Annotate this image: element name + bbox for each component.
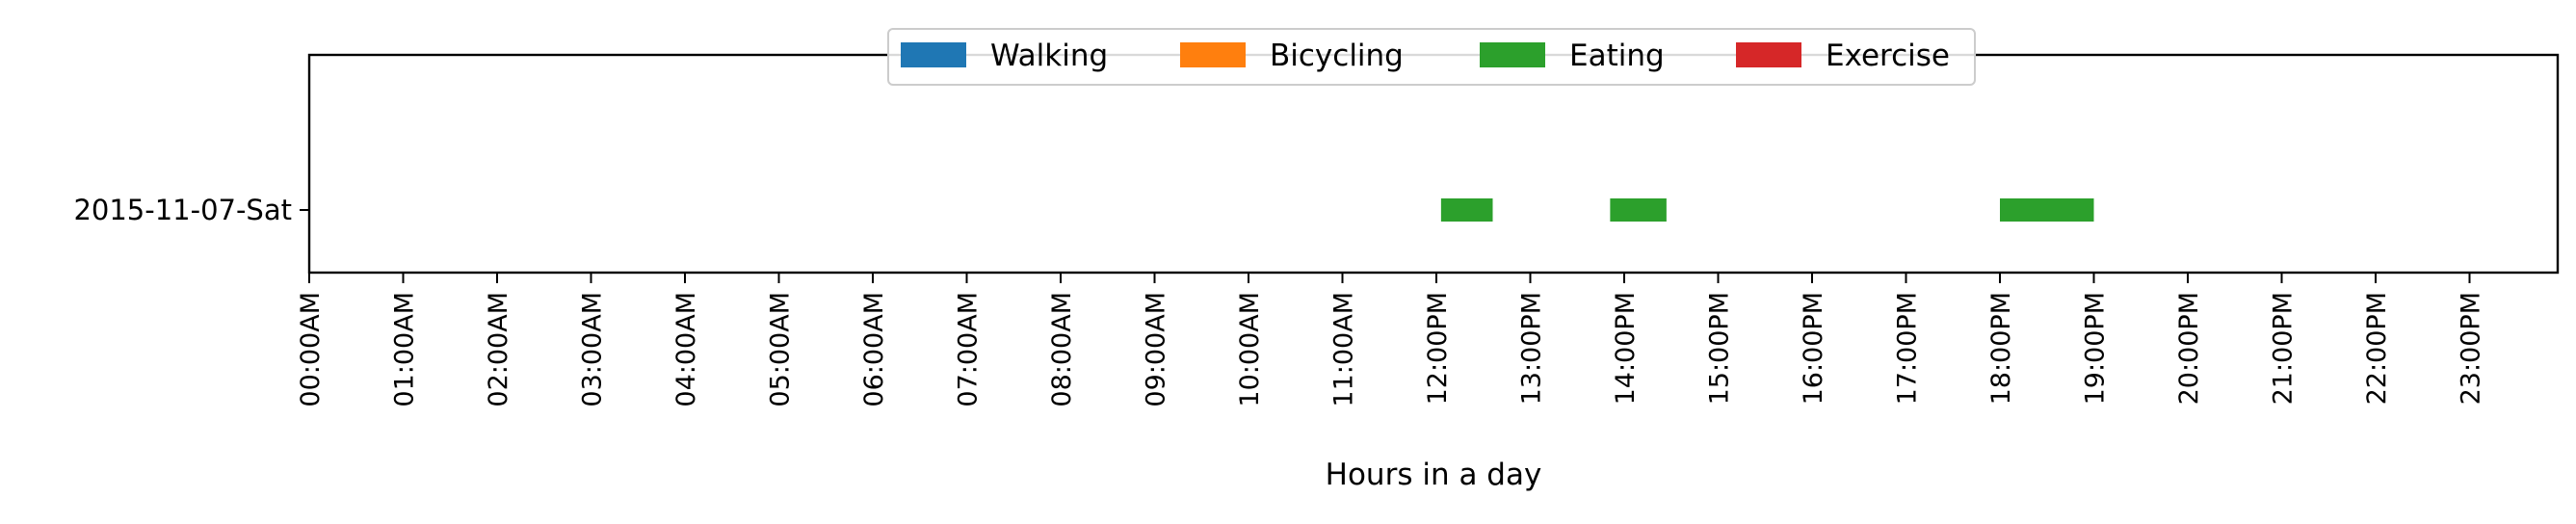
x-tick-label: 10:00AM <box>1235 292 1265 407</box>
legend-swatch-walking <box>901 42 966 67</box>
x-tick-label: 18:00PM <box>1986 292 2016 405</box>
legend-swatch-exercise <box>1736 42 1801 67</box>
bar-eating-1 <box>1610 198 1667 222</box>
x-tick-label: 15:00PM <box>1705 292 1735 405</box>
x-tick-label: 16:00PM <box>1799 292 1828 405</box>
x-tick-label: 11:00AM <box>1329 292 1359 407</box>
x-tick-label: 00:00AM <box>296 292 326 407</box>
y-axis: 2015-11-07-Sat <box>73 194 309 226</box>
y-tick-label: 2015-11-07-Sat <box>73 194 292 226</box>
x-tick-label: 19:00PM <box>2081 292 2111 405</box>
bar-eating-0 <box>1440 198 1493 222</box>
bar-eating-2 <box>2000 198 2094 222</box>
legend-label-walking: Walking <box>990 39 1108 73</box>
legend-swatch-eating <box>1480 42 1545 67</box>
x-tick-label: 05:00AM <box>766 292 796 407</box>
x-tick-label: 02:00AM <box>484 292 513 407</box>
x-tick-label: 22:00PM <box>2362 292 2392 405</box>
x-tick-label: 08:00AM <box>1047 292 1077 407</box>
x-tick-label: 12:00PM <box>1423 292 1453 405</box>
x-tick-label: 07:00AM <box>954 292 984 407</box>
x-axis: 00:00AM 01:00AM 02:00AM 03:00AM 04:00AM 05:00… <box>296 273 2486 407</box>
x-tick-label: 06:00AM <box>859 292 889 407</box>
legend-swatch-bicycling <box>1180 42 1246 67</box>
bars-layer <box>1440 198 2094 222</box>
x-tick-label: 23:00PM <box>2457 292 2486 405</box>
legend-label-exercise: Exercise <box>1826 39 1950 73</box>
x-tick-label: 14:00PM <box>1611 292 1641 405</box>
x-tick-label: 03:00AM <box>578 292 608 407</box>
x-tick-label: 20:00PM <box>2174 292 2204 405</box>
x-tick-label: 09:00AM <box>1142 292 1171 407</box>
legend-box <box>887 28 1976 86</box>
legend: Walking Bicycling Eating Exercise <box>887 28 1976 86</box>
x-tick-label: 21:00PM <box>2269 292 2299 405</box>
x-axis-label: Hours in a day <box>1326 458 1542 492</box>
legend-label-eating: Eating <box>1569 39 1665 73</box>
x-tick-label: 01:00AM <box>390 292 420 407</box>
x-tick-label: 13:00PM <box>1517 292 1547 405</box>
legend-label-bicycling: Bicycling <box>1270 39 1404 73</box>
x-tick-label: 04:00AM <box>671 292 701 407</box>
x-tick-label: 17:00PM <box>1893 292 1923 405</box>
